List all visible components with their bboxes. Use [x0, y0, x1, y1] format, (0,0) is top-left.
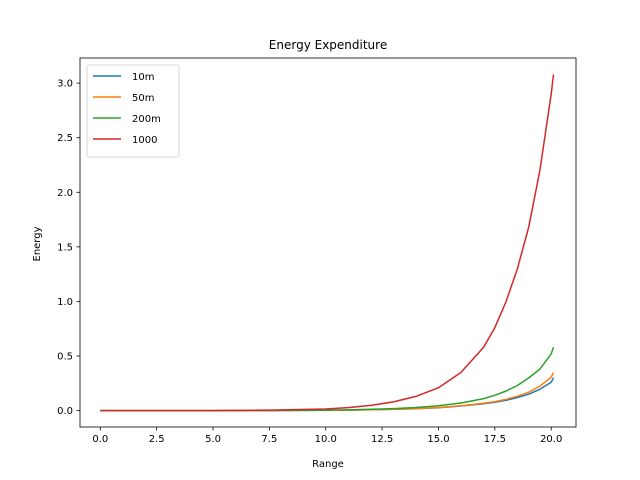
x-tick-label: 2.5	[149, 434, 165, 445]
x-axis: 0.0 2.5 5.0 7.5 10.0 12.5 15.0 17.5 20.0	[92, 427, 562, 445]
legend-label: 200m	[132, 114, 161, 125]
y-axis-label: Energy	[32, 226, 43, 261]
series-line-50m	[100, 372, 555, 412]
x-tick-label: 10.0	[315, 434, 337, 445]
x-tick-label: 17.5	[484, 434, 506, 445]
x-tick-label: 15.0	[427, 434, 449, 445]
legend-label: 10m	[132, 72, 154, 83]
series-line-1000	[100, 74, 555, 412]
legend-label: 50m	[132, 93, 154, 104]
chart-title: Energy Expenditure	[269, 38, 387, 52]
x-tick-label: 0.0	[92, 434, 108, 445]
series-line-200m	[100, 347, 555, 412]
legend: 10m 50m 200m 1000	[86, 64, 180, 158]
y-tick-label: 1.0	[57, 297, 73, 308]
y-tick-label: 0.0	[57, 406, 73, 417]
plot-lines	[100, 74, 555, 412]
y-tick-label: 2.0	[57, 188, 73, 199]
y-tick-label: 3.0	[57, 79, 73, 90]
x-tick-label: 5.0	[205, 434, 221, 445]
x-tick-label: 20.0	[540, 434, 562, 445]
legend-box	[86, 64, 180, 158]
y-axis: 0.0 0.5 1.0 1.5 2.0 2.5 3.0	[57, 79, 80, 417]
x-axis-label: Range	[312, 459, 344, 470]
legend-label: 1000	[132, 135, 157, 146]
y-tick-label: 1.5	[57, 242, 73, 253]
y-tick-label: 2.5	[57, 133, 73, 144]
y-tick-label: 0.5	[57, 352, 73, 363]
series-line-10m	[100, 377, 555, 412]
x-tick-label: 12.5	[371, 434, 393, 445]
plot-frame	[79, 57, 577, 428]
x-tick-label: 7.5	[261, 434, 277, 445]
